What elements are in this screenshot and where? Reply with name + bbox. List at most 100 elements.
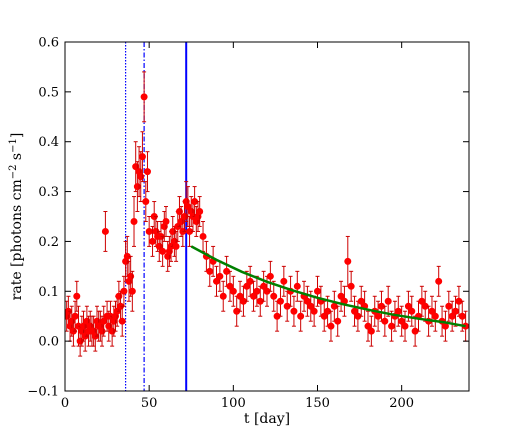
data-point [100, 305, 108, 337]
marker [408, 307, 416, 315]
x-tick-label: 0 [61, 396, 69, 411]
marker [367, 327, 375, 335]
y-tick-label: 0.3 [38, 185, 59, 200]
data-point [340, 285, 348, 317]
marker [394, 307, 402, 315]
marker [253, 287, 261, 295]
marker [172, 242, 180, 250]
marker [199, 232, 207, 240]
marker [347, 282, 355, 290]
marker [297, 312, 305, 320]
data-point [243, 270, 251, 302]
marker [266, 272, 274, 280]
data-point [280, 265, 288, 297]
marker [384, 297, 392, 305]
marker [162, 217, 170, 225]
data-point [290, 295, 298, 327]
data-point [130, 196, 138, 247]
data-point [145, 216, 153, 247]
data-point [138, 131, 146, 183]
marker [276, 297, 284, 305]
data-point [226, 270, 234, 302]
marker [142, 198, 150, 206]
marker [159, 247, 167, 255]
x-tick-label: 150 [305, 396, 330, 411]
marker [401, 322, 409, 330]
data-point [140, 71, 148, 123]
marker [216, 272, 224, 280]
marker [149, 237, 157, 245]
y-tick-label: −0.1 [27, 385, 59, 400]
marker [293, 282, 301, 290]
marker [327, 322, 335, 330]
data-point [184, 186, 192, 227]
data-point [398, 305, 406, 337]
data-point [408, 295, 416, 327]
axes-frame [64, 41, 470, 392]
y-tick-label: 0.0 [38, 335, 59, 350]
marker [290, 307, 298, 315]
y-axis-label-end: ] [9, 133, 25, 138]
data-point [266, 260, 274, 292]
y-axis-label: rate [photons cm−2 s−1] [8, 133, 26, 301]
data-point [260, 270, 268, 302]
data-point [455, 285, 463, 317]
marker [388, 322, 396, 330]
marker [138, 153, 146, 161]
marker [229, 287, 237, 295]
data-point [239, 285, 247, 317]
marker [334, 317, 342, 325]
data-point [196, 196, 204, 227]
marker [445, 302, 453, 310]
marker [196, 208, 204, 216]
marker [206, 267, 214, 275]
y-axis-label-mid: s [9, 153, 25, 165]
data-point [229, 275, 237, 307]
marker [435, 277, 443, 285]
y-axis-label-exp2: −1 [8, 138, 19, 153]
data-point [418, 285, 426, 317]
data-point [327, 310, 335, 342]
marker [128, 287, 136, 295]
marker [145, 227, 153, 235]
y-axis-label-base: rate [photons cm [9, 179, 25, 300]
data-point [381, 305, 389, 337]
marker [280, 277, 288, 285]
data-point [293, 270, 301, 302]
data-point [435, 265, 443, 297]
data-point [162, 206, 170, 237]
y-tick-label: 0.4 [38, 135, 59, 150]
data-point [219, 280, 227, 312]
plot-area [65, 42, 469, 391]
y-tick-label: 0.5 [38, 85, 59, 100]
data-point [344, 235, 352, 287]
x-tick-label: 200 [389, 396, 414, 411]
data-point [357, 285, 365, 317]
data-point [199, 220, 207, 252]
x-tick-label: 100 [221, 396, 246, 411]
marker [344, 257, 352, 265]
marker [310, 307, 318, 315]
marker [140, 93, 148, 101]
marker [71, 312, 79, 320]
marker [130, 217, 138, 225]
marker [219, 292, 227, 300]
data-point [143, 151, 151, 193]
data-point [384, 285, 392, 317]
x-axis-label: t [day] [244, 411, 290, 427]
y-tick-label: 0.2 [38, 235, 59, 250]
marker [431, 312, 439, 320]
data-point [347, 270, 355, 302]
data-point [334, 305, 342, 337]
marker [118, 317, 126, 325]
data-point [367, 315, 375, 347]
fit-curve [190, 245, 466, 328]
marker [374, 312, 382, 320]
data-point [263, 275, 271, 307]
data-point [101, 211, 109, 252]
marker [452, 307, 460, 315]
marker [381, 317, 389, 325]
marker [270, 292, 278, 300]
x-tick-label: 50 [141, 396, 158, 411]
